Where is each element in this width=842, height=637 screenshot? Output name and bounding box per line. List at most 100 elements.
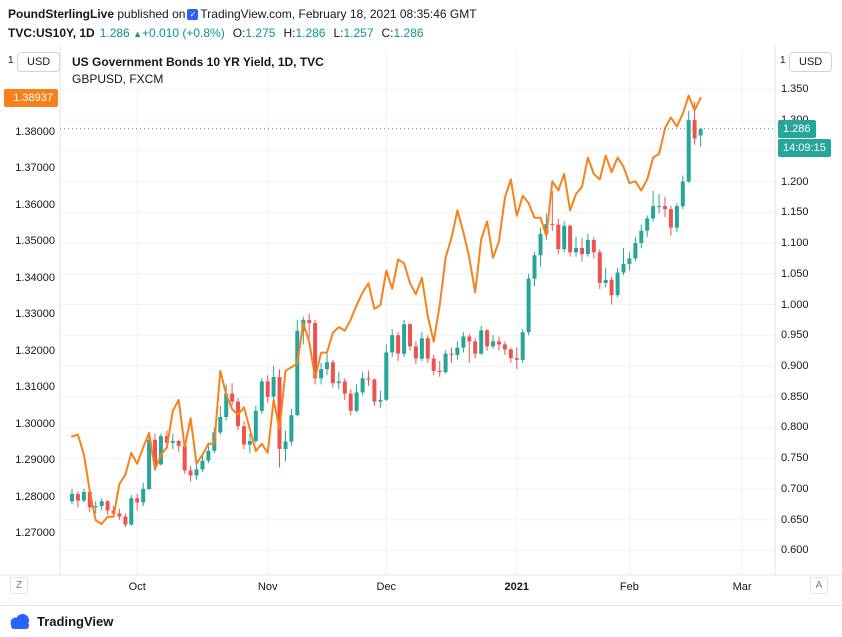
- candle-body: [680, 181, 685, 207]
- candle-body: [87, 492, 92, 508]
- quote-line: TVC:US10Y, 1D 1.286 ▲+0.010 (+0.8%) O:1.27…: [8, 26, 834, 41]
- candle-body: [402, 324, 407, 354]
- overlay-series-title: GBPUSD, FXCM: [72, 72, 164, 86]
- candle-body: [562, 225, 567, 250]
- candle-body: [277, 377, 282, 449]
- candle-body: [164, 436, 169, 443]
- candle-body: [206, 450, 211, 461]
- candle-body: [585, 240, 590, 255]
- candle-body: [615, 272, 620, 296]
- countdown-label: 14:09:15: [778, 138, 831, 157]
- candle-body: [247, 441, 252, 445]
- main-series-title: US Government Bonds 10 YR Yield, 1D, TVC: [72, 55, 324, 69]
- candle-body: [75, 493, 80, 501]
- publish-line: PoundSterlingLive published on ✓ TradingVi…: [8, 7, 834, 21]
- candle-body: [105, 501, 110, 511]
- candle-body: [633, 243, 638, 259]
- candle-body: [242, 426, 246, 445]
- candle-body: [645, 218, 650, 231]
- candle-body: [158, 436, 163, 465]
- candle-body: [325, 362, 329, 370]
- publish-datetime: February 18, 2021 08:35:46 GMT: [298, 7, 477, 21]
- candle-body: [692, 120, 697, 139]
- high-label: H:: [283, 26, 296, 40]
- candle-body: [455, 347, 460, 355]
- candle-body: [253, 410, 258, 441]
- candle-body: [651, 206, 656, 219]
- candle-body: [176, 441, 181, 446]
- candle-body: [674, 206, 679, 228]
- candle-body: [621, 263, 626, 273]
- candle-body: [336, 381, 341, 384]
- left-axis-scale-index: 1: [8, 55, 14, 66]
- candle-body: [396, 335, 401, 354]
- candle-body: [609, 279, 614, 296]
- gbpusd-price-label: 1.38937: [4, 88, 58, 107]
- price-chart[interactable]: [0, 46, 842, 605]
- candle-body: [431, 358, 436, 371]
- right-axis-unit-button[interactable]: USD: [789, 52, 833, 72]
- symbol-title: TVC:US10Y, 1D: [8, 26, 95, 40]
- tradingview-brand-text: TradingView: [37, 614, 114, 629]
- candle-body: [123, 516, 128, 525]
- chart-area[interactable]: 1.38000 1.37000 1.36000 1.35000 1.34000 1.330…: [0, 46, 842, 605]
- low-label: L:: [333, 26, 344, 40]
- candle-body: [639, 230, 644, 243]
- candle-body: [153, 439, 157, 465]
- candle-body: [497, 341, 501, 345]
- candle-body: [449, 353, 454, 355]
- candle-body: [81, 492, 86, 501]
- candle-body: [485, 330, 490, 347]
- open-label: O:: [232, 26, 246, 40]
- candle-body: [532, 255, 537, 279]
- candle-body: [473, 341, 478, 354]
- candle-body: [508, 349, 513, 358]
- candle-body: [657, 206, 662, 208]
- high-value: 1.286: [295, 26, 326, 40]
- candle-body: [437, 370, 442, 373]
- candle-body: [461, 336, 466, 348]
- candle-body: [668, 209, 673, 228]
- candle-body: [686, 120, 691, 182]
- candle-body: [141, 488, 146, 503]
- candle-body: [319, 369, 324, 379]
- candle-body: [194, 469, 199, 476]
- candle-body: [556, 224, 561, 250]
- candle-body: [390, 335, 395, 353]
- candle-body: [348, 393, 353, 411]
- auto-scale-button[interactable]: A: [810, 577, 828, 594]
- publisher-name: PoundSterlingLive: [8, 7, 115, 21]
- right-axis-scale-index: 1: [780, 55, 786, 66]
- verified-badge-icon: ✓: [187, 9, 199, 20]
- header: PoundSterlingLive published on ✓ TradingVi…: [0, 0, 842, 46]
- candle-body: [342, 381, 347, 394]
- candle-body: [99, 501, 104, 507]
- candle-body: [550, 224, 555, 225]
- candle-body: [70, 493, 74, 502]
- candle-body: [384, 352, 389, 400]
- candle-body: [182, 445, 187, 471]
- candle-body: [259, 381, 264, 411]
- candle-body: [354, 392, 359, 411]
- candle-body: [283, 441, 288, 449]
- open-value: 1.275: [245, 26, 276, 40]
- low-value: 1.257: [343, 26, 374, 40]
- candle-body: [360, 378, 365, 393]
- candle-body: [491, 341, 495, 347]
- candle-body: [372, 379, 377, 402]
- site-name: TradingView.com,: [200, 7, 296, 21]
- candle-body: [538, 233, 543, 256]
- candle-body: [289, 415, 294, 442]
- candle-body: [603, 279, 608, 283]
- close-label: C:: [381, 26, 394, 40]
- candle-body: [408, 324, 412, 347]
- candle-body: [93, 506, 98, 508]
- candle-body: [663, 206, 667, 210]
- left-axis-unit-button[interactable]: USD: [17, 52, 61, 72]
- candle-body: [591, 240, 596, 253]
- candle-body: [568, 225, 573, 253]
- candle-body: [307, 319, 312, 323]
- change-value: +0.010 (+0.8%): [142, 26, 225, 40]
- tradingview-logo[interactable]: TradingView: [8, 613, 113, 630]
- timezone-button[interactable]: Z: [10, 577, 28, 594]
